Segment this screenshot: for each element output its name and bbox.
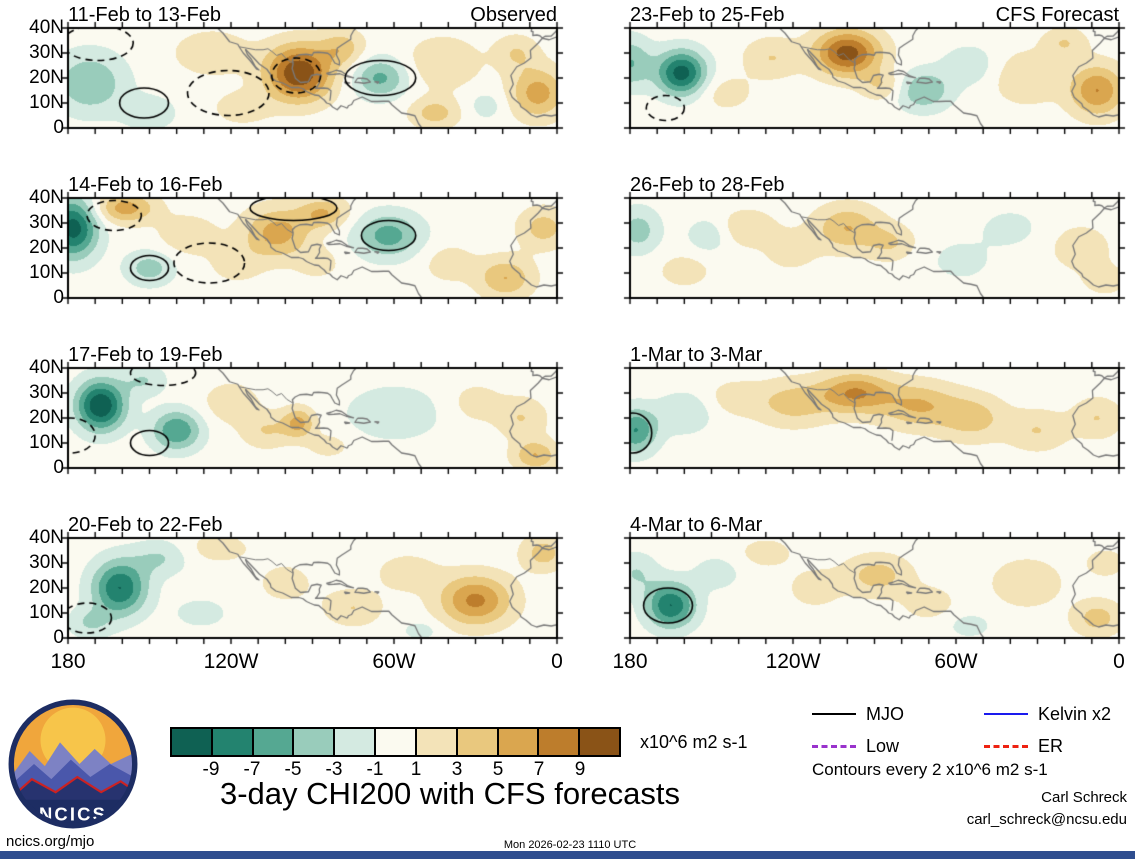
contour-interval-note: Contours every 2 x10^6 m2 s-1	[812, 760, 1048, 779]
x-axis-labels-left: 180 120W 60W 0	[50, 650, 562, 676]
credit-author: Carl Schreck	[1041, 789, 1127, 806]
legend-label: Low	[866, 735, 900, 756]
x-tick-label: 120W	[203, 650, 259, 673]
colorbar-label: 3	[451, 759, 463, 780]
colorbar-label: -3	[325, 759, 343, 780]
colorbar-label: 7	[533, 759, 545, 780]
map-canvas-forecast-2	[621, 189, 1128, 307]
legend-label: ER	[1038, 735, 1064, 756]
er-line-sample	[984, 744, 1028, 748]
y-tick-label: 20N	[29, 67, 64, 88]
legend-item-kelvin: Kelvin x2	[984, 702, 1111, 726]
kelvin-line-sample	[984, 713, 1028, 715]
colorbar-label: -7	[243, 759, 261, 780]
y-axis-labels-row3: 40N 30N 20N 10N 0	[4, 358, 64, 478]
y-axis-labels-row2: 40N 30N 20N 10N 0	[4, 188, 64, 308]
ncics-logo: NCICS	[8, 699, 138, 829]
colorbar-label: -9	[202, 759, 220, 780]
x-tick-label: 0	[1113, 650, 1125, 673]
map-canvas-forecast-3	[621, 359, 1128, 477]
credit-email: carl_schreck@ncsu.edu	[966, 811, 1127, 828]
colorbar-cell	[212, 729, 254, 755]
colorbar	[170, 727, 621, 757]
y-tick-label: 40N	[29, 357, 64, 378]
y-tick-label: 20N	[29, 577, 64, 598]
logo-red-line	[12, 775, 134, 798]
y-axis-labels-row1: 40N 30N 20N 10N 0	[4, 18, 64, 138]
legend-item-low: Low	[812, 734, 899, 758]
colorbar-cell	[172, 729, 213, 755]
legend-item-er: ER	[984, 734, 1063, 758]
colorbar-unit-label: x10^6 m2 s-1	[640, 732, 748, 752]
y-tick-label: 30N	[29, 552, 64, 573]
y-tick-label: 40N	[29, 187, 64, 208]
low-line-sample	[812, 744, 856, 748]
logo-text: NCICS	[39, 803, 107, 824]
legend-label: Kelvin x2	[1038, 703, 1112, 724]
y-tick-label: 20N	[29, 237, 64, 258]
legend-item-mjo: MJO	[812, 702, 904, 726]
colorbar-label: 9	[574, 759, 586, 780]
x-tick-label: 180	[612, 650, 648, 673]
map-canvas-observed-3	[59, 359, 566, 477]
y-tick-label: 40N	[29, 527, 64, 548]
y-tick-label: 0	[53, 457, 64, 478]
y-tick-label: 40N	[29, 17, 64, 38]
footer-bar	[0, 851, 1135, 859]
y-tick-label: 0	[53, 627, 64, 648]
map-canvas-observed-1	[59, 19, 566, 137]
map-canvas-forecast-4	[621, 529, 1128, 647]
colorbar-label: 1	[410, 759, 422, 780]
colorbar-cell	[539, 729, 581, 755]
timestamp: Mon 2026-02-23 1110 UTC	[503, 839, 637, 851]
colorbar-cell	[498, 729, 540, 755]
mjo-line-sample	[812, 713, 856, 715]
y-tick-label: 30N	[29, 382, 64, 403]
logo-ring	[8, 699, 138, 829]
y-tick-label: 0	[53, 287, 64, 308]
colorbar-labels: -9 -7 -5 -3 -1 1 3 5 7 9	[170, 759, 621, 780]
y-tick-label: 0	[53, 117, 64, 138]
colorbar-label: -1	[366, 759, 384, 780]
legend-label: MJO	[866, 703, 904, 724]
colorbar-cell	[457, 729, 499, 755]
colorbar-cell	[294, 729, 336, 755]
x-axis-labels-right: 180 120W 60W 0	[612, 650, 1124, 676]
colorbar-label: -5	[284, 759, 302, 780]
colorbar-cell	[376, 729, 417, 755]
y-tick-label: 10N	[29, 92, 64, 113]
colorbar-label: 5	[492, 759, 504, 780]
figure-title: 3-day CHI200 with CFS forecasts	[219, 776, 680, 811]
y-tick-label: 10N	[29, 602, 64, 623]
x-tick-label: 180	[50, 650, 86, 673]
x-tick-label: 60W	[934, 650, 978, 673]
map-canvas-forecast-1	[621, 19, 1128, 137]
colorbar-cell	[253, 729, 295, 755]
y-tick-label: 30N	[29, 212, 64, 233]
colorbar-cell	[416, 729, 458, 755]
x-tick-label: 60W	[372, 650, 416, 673]
x-tick-label: 120W	[765, 650, 821, 673]
contour-legend: MJO Kelvin x2 Low ER	[812, 702, 1132, 758]
y-axis-labels-row4: 40N 30N 20N 10N 0	[4, 528, 64, 648]
colorbar-cell	[580, 729, 619, 755]
y-tick-label: 10N	[29, 432, 64, 453]
map-canvas-observed-2	[59, 189, 566, 307]
colorbar-cell	[335, 729, 377, 755]
map-canvas-observed-4	[59, 529, 566, 647]
y-tick-label: 30N	[29, 42, 64, 63]
x-tick-label: 0	[551, 650, 563, 673]
y-tick-label: 20N	[29, 407, 64, 428]
y-tick-label: 10N	[29, 262, 64, 283]
site-link: ncics.org/mjo	[6, 833, 95, 850]
